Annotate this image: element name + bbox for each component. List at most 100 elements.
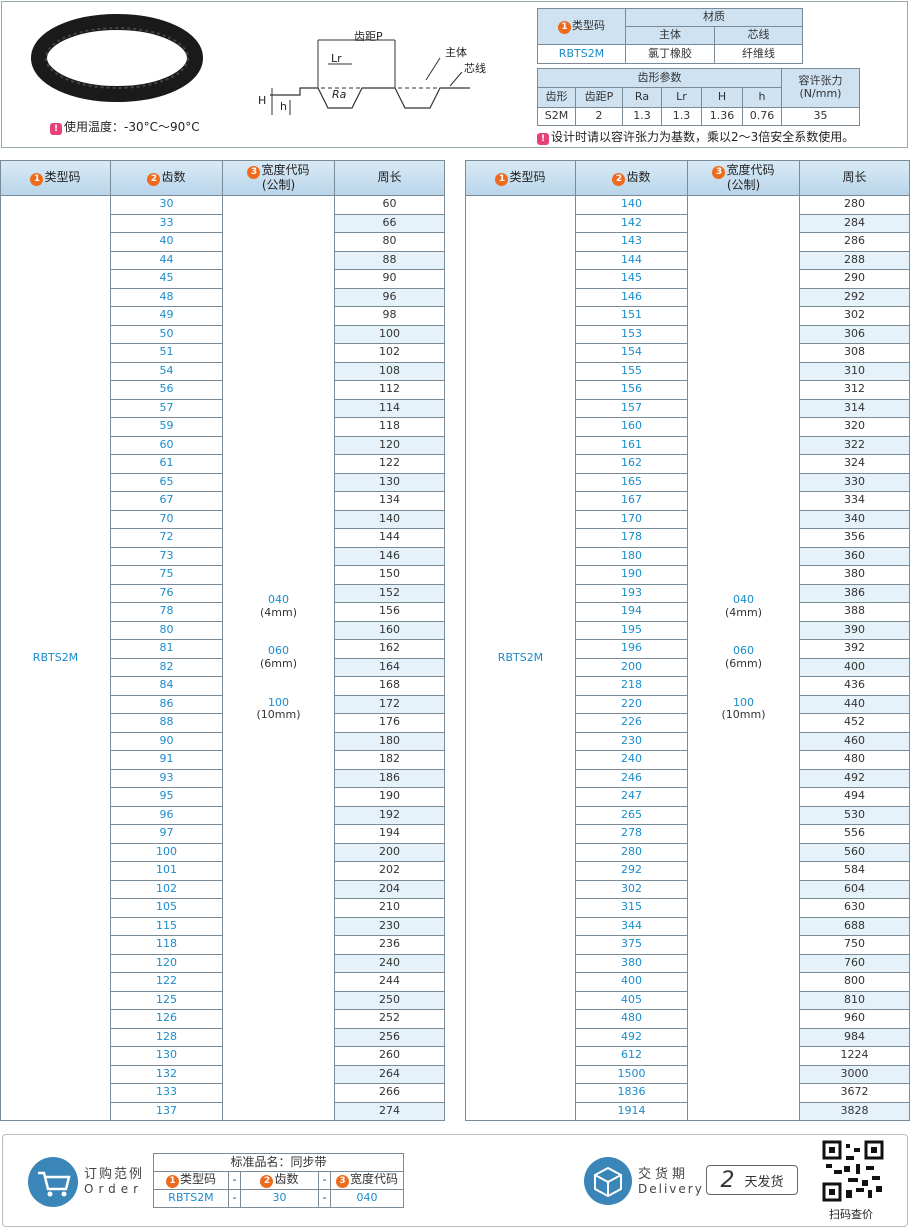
header-sub: (公制) <box>261 177 296 192</box>
delivery-icon <box>584 1157 632 1205</box>
teeth-cell: 126 <box>110 1009 223 1029</box>
teeth-cell: 49 <box>110 306 223 326</box>
length-cell: 800 <box>799 972 910 992</box>
teeth-cell: 247 <box>575 787 688 807</box>
header-unit: (N/mm) <box>799 87 842 100</box>
number-badge: 3 <box>247 165 261 179</box>
belt-teeth <box>45 27 189 89</box>
header-cell: 芯线 <box>714 26 803 45</box>
length-cell: 284 <box>799 213 910 233</box>
length-cell: 356 <box>799 528 910 548</box>
delivery-days: 2 <box>720 1167 735 1193</box>
header-label: 周长 <box>377 170 402 185</box>
teeth-cell: 54 <box>110 361 223 381</box>
width-group: 100 (10mm) <box>256 696 300 722</box>
order-icon <box>28 1157 78 1207</box>
header-line: 3 宽度代码 <box>247 163 310 179</box>
teeth-cell: 226 <box>575 713 688 733</box>
order-header: 3 宽度代码 <box>330 1171 404 1190</box>
length-cell: 80 <box>334 232 445 252</box>
top-graphics <box>31 14 470 115</box>
teeth-cell: 40 <box>110 232 223 252</box>
teeth-cell: 480 <box>575 1009 688 1029</box>
tip-icon: ! <box>537 133 549 145</box>
teeth-cell: 178 <box>575 528 688 548</box>
length-cell: 118 <box>334 417 445 437</box>
teeth-cell: 1836 <box>575 1083 688 1103</box>
number-badge: 2 <box>147 172 161 186</box>
width-metric: (6mm) <box>259 657 297 670</box>
length-cell: 306 <box>799 324 910 344</box>
header-cell: Lr <box>661 87 702 108</box>
length-cell: 452 <box>799 713 910 733</box>
header-cell: 容许张力 (N/mm) <box>781 68 860 108</box>
teeth-cell: 218 <box>575 676 688 696</box>
label: 齿距P <box>354 30 383 43</box>
header-line: 周长 <box>842 170 867 185</box>
header-label: 齿数 <box>161 169 186 184</box>
length-cell: 292 <box>799 287 910 307</box>
number-badge: 1 <box>30 172 44 186</box>
teeth-cell: 105 <box>110 898 223 918</box>
teeth-cell: 100 <box>110 842 223 862</box>
teeth-cell: 278 <box>575 824 688 844</box>
length-cell: 168 <box>334 676 445 696</box>
length-cell: 810 <box>799 990 910 1010</box>
header-line: 1 类型码 <box>30 170 81 186</box>
teeth-cell: 93 <box>110 768 223 788</box>
teeth-cell: 161 <box>575 435 688 455</box>
length-cell: 252 <box>334 1009 445 1029</box>
number-badge: 3 <box>335 1175 349 1188</box>
length-cell: 760 <box>799 953 910 973</box>
teeth-cell: 50 <box>110 324 223 344</box>
length-cell: 556 <box>799 824 910 844</box>
length-cell: 108 <box>334 361 445 381</box>
teeth-cell: 344 <box>575 916 688 936</box>
order-header: 1 类型码 <box>153 1171 229 1190</box>
table-header: 1 类型码 <box>0 160 111 196</box>
table-header: 周长 <box>334 160 445 196</box>
teeth-cell: 380 <box>575 953 688 973</box>
teeth-cell: 84 <box>110 676 223 696</box>
teeth-cell: 118 <box>110 935 223 955</box>
length-cell: 688 <box>799 916 910 936</box>
length-cell: 202 <box>334 861 445 881</box>
teeth-cell: 56 <box>110 380 223 400</box>
width-group: 060 (6mm) <box>725 645 762 670</box>
header-label: 周长 <box>842 170 867 185</box>
length-cell: 984 <box>799 1027 910 1047</box>
length-cell: 274 <box>334 1101 445 1121</box>
label: H <box>258 94 267 107</box>
teeth-cell: 1500 <box>575 1064 688 1084</box>
width-code: 060 <box>267 644 289 658</box>
length-cell: 66 <box>334 213 445 233</box>
length-cell: 200 <box>334 842 445 862</box>
length-cell: 750 <box>799 935 910 955</box>
teeth-cell: 96 <box>110 805 223 825</box>
length-cell: 310 <box>799 361 910 381</box>
header-line: 2 齿数 <box>147 169 186 186</box>
delivery-box: 2 天发货 <box>706 1165 798 1195</box>
length-cell: 88 <box>334 250 445 270</box>
teeth-cell: 45 <box>110 269 223 289</box>
delivery-title: 交货期 <box>638 1167 690 1182</box>
teeth-cell: 190 <box>575 565 688 585</box>
header-label: 类型码 <box>572 18 605 32</box>
length-cell: 560 <box>799 842 910 862</box>
teeth-cell: 65 <box>110 472 223 492</box>
length-cell: 290 <box>799 269 910 289</box>
teeth-cell: 67 <box>110 491 223 511</box>
design-note: ! 设计时请以容许张力为基数，乘以2～3倍安全系数使用。 <box>537 128 854 145</box>
width-code: 040 <box>732 593 754 607</box>
teeth-cell: 280 <box>575 842 688 862</box>
teeth-cell: 97 <box>110 824 223 844</box>
teeth-cell: 59 <box>110 417 223 437</box>
teeth-cell: 130 <box>110 1046 223 1066</box>
length-cell: 256 <box>334 1027 445 1047</box>
teeth-cell: 102 <box>110 879 223 899</box>
type-code: RBTS2M <box>0 195 111 1121</box>
length-cell: 334 <box>799 491 910 511</box>
leader <box>449 71 463 87</box>
width-group: 040 (4mm) <box>260 593 297 619</box>
length-cell: 308 <box>799 343 910 363</box>
